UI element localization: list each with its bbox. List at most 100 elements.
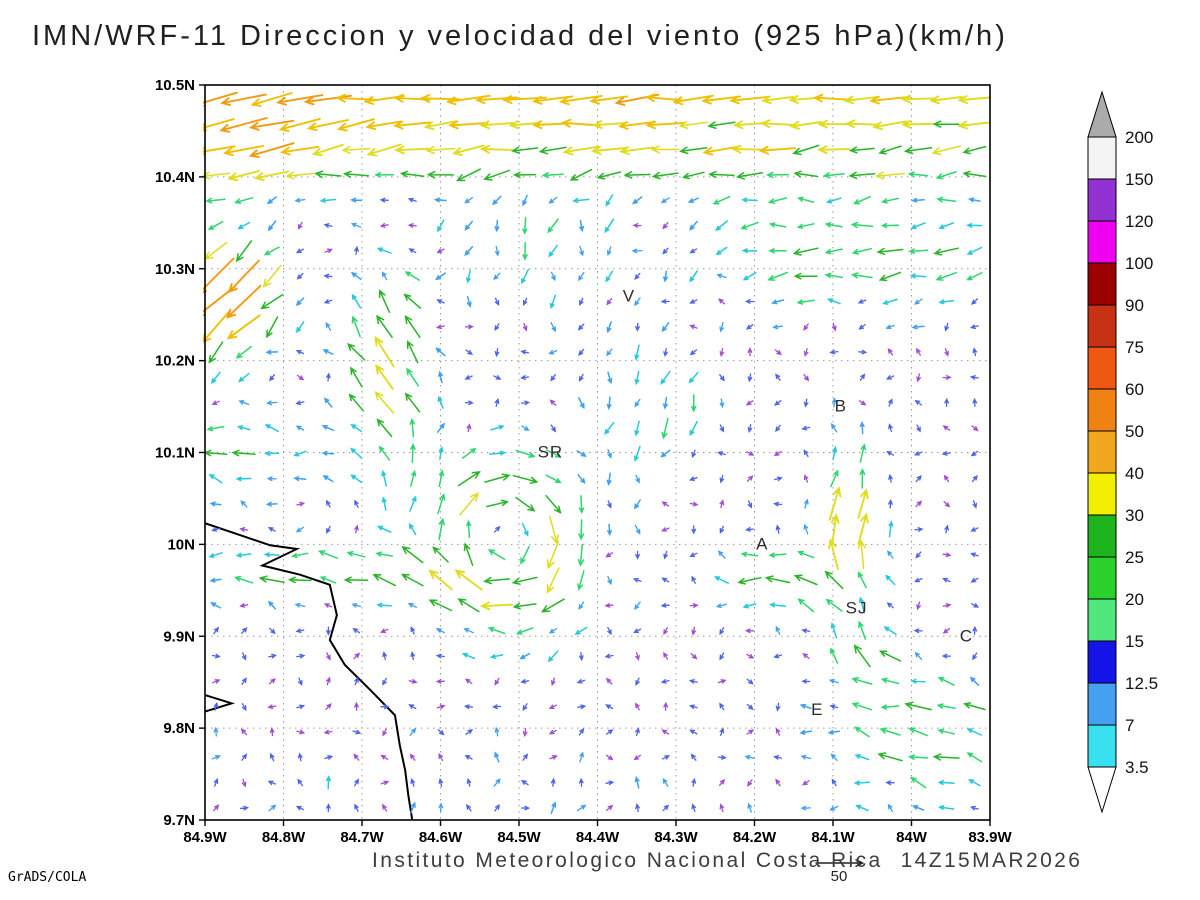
wind-arrow xyxy=(915,500,923,508)
wind-arrow xyxy=(326,372,331,382)
wind-arrow xyxy=(635,652,640,661)
wind-arrow xyxy=(519,652,531,660)
wind-arrow xyxy=(858,349,868,355)
wind-arrow xyxy=(435,628,446,634)
wind-arrow xyxy=(296,653,306,659)
wind-arrow xyxy=(936,196,957,203)
wind-arrow xyxy=(352,627,361,634)
wind-arrow xyxy=(858,323,866,330)
wind-arrow xyxy=(435,653,445,659)
wind-arrow xyxy=(689,603,699,608)
wind-arrow xyxy=(493,272,501,281)
wind-arrow xyxy=(294,602,306,608)
wind-arrow xyxy=(550,322,556,333)
wind-arrow xyxy=(962,145,987,155)
wind-arrow xyxy=(531,95,574,105)
wind-arrow xyxy=(325,499,331,508)
wind-arrow xyxy=(605,729,614,735)
wind-arrow xyxy=(634,499,641,510)
wind-arrow xyxy=(479,144,514,154)
wind-arrow xyxy=(548,704,558,709)
wind-arrow xyxy=(491,195,502,206)
wind-arrow xyxy=(489,654,504,659)
wind-arrow xyxy=(885,574,896,586)
wind-arrow xyxy=(801,780,810,786)
wind-arrow xyxy=(758,145,797,155)
wind-arrow xyxy=(494,751,500,763)
wind-arrow xyxy=(438,469,445,488)
wind-arrow xyxy=(747,424,753,433)
wind-arrow xyxy=(737,576,762,585)
colorbar-segment xyxy=(1087,472,1117,516)
wind-arrow xyxy=(747,373,753,383)
colorbar-over-triangle xyxy=(1087,90,1117,138)
wind-arrow xyxy=(969,676,980,686)
wind-arrow xyxy=(550,777,556,787)
wind-arrow xyxy=(944,348,949,357)
wind-arrow xyxy=(606,298,613,306)
wind-arrow xyxy=(409,801,416,814)
wind-arrow xyxy=(878,271,902,282)
wind-arrow xyxy=(800,754,812,760)
colorbar-label: 7 xyxy=(1125,716,1134,735)
wind-arrow xyxy=(351,293,362,309)
wind-arrow xyxy=(719,374,725,382)
wind-arrow xyxy=(380,754,389,760)
wind-arrow xyxy=(634,601,641,610)
wind-arrow xyxy=(874,171,906,180)
wind-arrow xyxy=(663,550,668,560)
wind-arrow xyxy=(434,272,446,281)
wind-arrow xyxy=(545,474,562,484)
wind-arrow xyxy=(410,777,416,787)
wind-arrow xyxy=(350,474,363,483)
colorbar-segment xyxy=(1087,304,1117,348)
wind-arrow xyxy=(325,525,331,534)
wind-arrow xyxy=(350,197,362,203)
institute-label: Instituto Meteorologico Nacional Costa R… xyxy=(372,849,883,872)
wind-arrow xyxy=(269,752,275,762)
wind-arrow xyxy=(577,570,585,591)
colorbar-segment xyxy=(1087,514,1117,558)
wind-arrow xyxy=(378,289,391,313)
wind-arrow xyxy=(520,400,531,406)
wind-arrow xyxy=(792,144,820,156)
wind-arrow xyxy=(744,628,755,634)
wind-arrow xyxy=(296,704,306,710)
wind-arrow xyxy=(376,525,392,533)
wind-arrow xyxy=(382,677,387,686)
wind-arrow xyxy=(830,622,838,639)
wind-arrow xyxy=(325,775,331,790)
wind-arrow xyxy=(295,321,305,334)
wind-arrow xyxy=(208,552,223,558)
wind-arrow xyxy=(886,550,894,559)
x-tick-label: 84W xyxy=(896,829,928,846)
wind-arrow xyxy=(719,652,725,661)
wind-arrow xyxy=(265,501,278,507)
wind-arrow xyxy=(633,445,641,462)
wind-arrow xyxy=(549,755,558,760)
wind-arrow xyxy=(348,393,365,412)
wind-arrow xyxy=(904,701,932,711)
wind-arrow xyxy=(797,598,815,613)
wind-arrow xyxy=(486,499,509,508)
wind-arrow xyxy=(801,679,811,684)
wind-arrow xyxy=(409,495,417,512)
wind-arrow xyxy=(719,727,725,737)
wind-arrow xyxy=(212,679,221,684)
wind-arrow xyxy=(969,805,979,811)
wind-arrow xyxy=(494,323,500,331)
wind-arrow xyxy=(691,449,697,459)
wind-arrow xyxy=(672,94,714,106)
wind-arrow xyxy=(354,676,359,686)
wind-arrow xyxy=(689,349,698,356)
colorbar-segment xyxy=(1087,640,1117,684)
x-tick-label: 84.5W xyxy=(497,829,541,846)
wind-arrow xyxy=(765,171,790,179)
wind-arrow xyxy=(632,577,642,583)
wind-arrow xyxy=(719,525,725,534)
wind-arrow xyxy=(280,145,320,156)
wind-arrow xyxy=(741,248,758,254)
wind-arrow xyxy=(266,400,278,406)
wind-arrow xyxy=(220,93,267,107)
wind-arrow xyxy=(774,476,783,482)
